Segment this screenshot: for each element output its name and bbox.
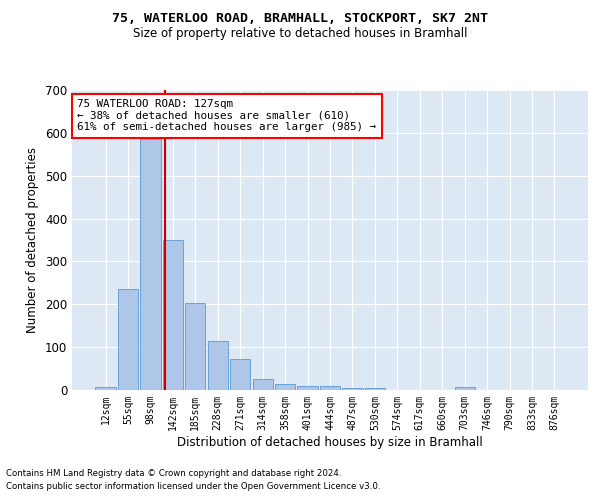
Bar bbox=[163, 240, 183, 390]
Bar bbox=[275, 384, 295, 390]
Bar bbox=[140, 140, 161, 390]
Bar bbox=[320, 386, 340, 390]
Bar bbox=[118, 290, 138, 390]
Bar bbox=[185, 304, 205, 390]
Bar bbox=[455, 387, 475, 390]
Text: Distribution of detached houses by size in Bramhall: Distribution of detached houses by size … bbox=[177, 436, 483, 449]
Y-axis label: Number of detached properties: Number of detached properties bbox=[26, 147, 40, 333]
Bar bbox=[230, 358, 250, 390]
Text: 75 WATERLOO ROAD: 127sqm
← 38% of detached houses are smaller (610)
61% of semi-: 75 WATERLOO ROAD: 127sqm ← 38% of detach… bbox=[77, 99, 376, 132]
Text: 75, WATERLOO ROAD, BRAMHALL, STOCKPORT, SK7 2NT: 75, WATERLOO ROAD, BRAMHALL, STOCKPORT, … bbox=[112, 12, 488, 26]
Text: Contains public sector information licensed under the Open Government Licence v3: Contains public sector information licen… bbox=[6, 482, 380, 491]
Bar bbox=[298, 386, 317, 390]
Bar bbox=[343, 388, 362, 390]
Bar bbox=[208, 340, 228, 390]
Text: Contains HM Land Registry data © Crown copyright and database right 2024.: Contains HM Land Registry data © Crown c… bbox=[6, 468, 341, 477]
Bar bbox=[95, 386, 116, 390]
Bar bbox=[365, 388, 385, 390]
Text: Size of property relative to detached houses in Bramhall: Size of property relative to detached ho… bbox=[133, 28, 467, 40]
Bar bbox=[253, 380, 273, 390]
